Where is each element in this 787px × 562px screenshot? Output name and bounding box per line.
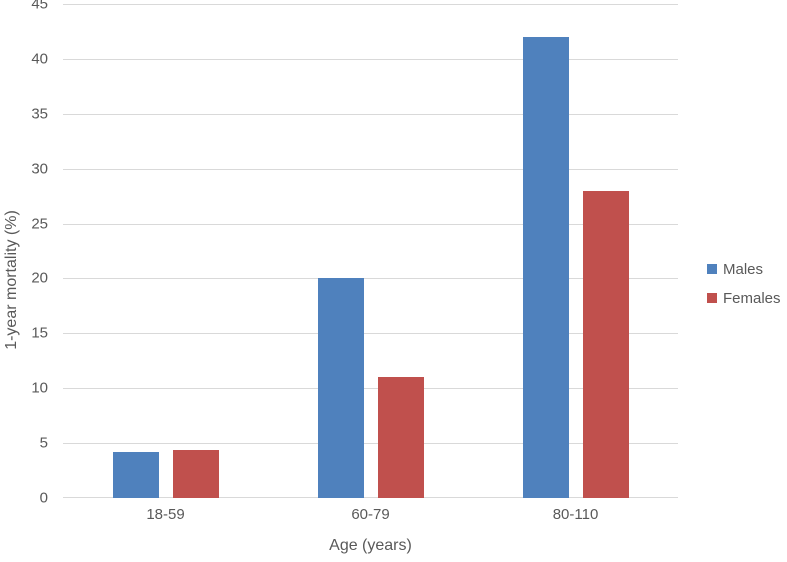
bar-males-60-79 bbox=[317, 278, 364, 498]
bar-males-18-59 bbox=[112, 451, 159, 498]
y-tick-label-25: 25 bbox=[31, 215, 48, 233]
gridline-y-10 bbox=[63, 388, 678, 390]
y-tick-label-10: 10 bbox=[31, 379, 48, 397]
gridline-y-30 bbox=[63, 168, 678, 170]
bar-males-80-110 bbox=[522, 36, 569, 498]
y-tick-label-20: 20 bbox=[31, 269, 48, 287]
x-axis-title: Age (years) bbox=[329, 537, 412, 554]
legend-label-females: Females bbox=[723, 289, 781, 307]
x-category-label-18-59: 18-59 bbox=[146, 506, 185, 523]
legend: Males Females bbox=[707, 259, 781, 308]
y-tick-label-40: 40 bbox=[31, 50, 48, 68]
bar-females-80-110 bbox=[582, 190, 629, 498]
gridline-y-40 bbox=[63, 58, 678, 60]
legend-item-males: Males bbox=[707, 259, 781, 279]
x-axis: 18-59 60-79 80-110 bbox=[63, 505, 678, 525]
gridline-y-5 bbox=[63, 443, 678, 445]
y-tick-label-15: 15 bbox=[31, 324, 48, 342]
gridline-y-20 bbox=[63, 278, 678, 280]
legend-label-males: Males bbox=[723, 260, 764, 278]
y-tick-label-35: 35 bbox=[31, 105, 48, 123]
gridline-y-0 bbox=[63, 497, 678, 498]
y-tick-label-45: 45 bbox=[31, 0, 48, 13]
plot-area bbox=[63, 4, 678, 498]
y-tick-label-5: 5 bbox=[39, 434, 48, 452]
legend-swatch-males bbox=[707, 264, 717, 274]
gridline-y-45 bbox=[63, 4, 678, 5]
bar-females-60-79 bbox=[377, 377, 424, 498]
gridline-y-25 bbox=[63, 223, 678, 225]
y-axis: 0 5 10 15 20 25 30 35 40 45 bbox=[0, 0, 48, 506]
legend-swatch-females bbox=[707, 293, 717, 303]
y-tick-label-0: 0 bbox=[39, 489, 48, 507]
bar-females-18-59 bbox=[172, 449, 219, 498]
gridline-y-35 bbox=[63, 113, 678, 115]
legend-item-females: Females bbox=[707, 288, 781, 308]
x-category-label-60-79: 60-79 bbox=[351, 506, 390, 523]
gridline-y-15 bbox=[63, 333, 678, 335]
x-category-label-80-110: 80-110 bbox=[552, 506, 599, 523]
y-tick-label-30: 30 bbox=[31, 160, 48, 178]
